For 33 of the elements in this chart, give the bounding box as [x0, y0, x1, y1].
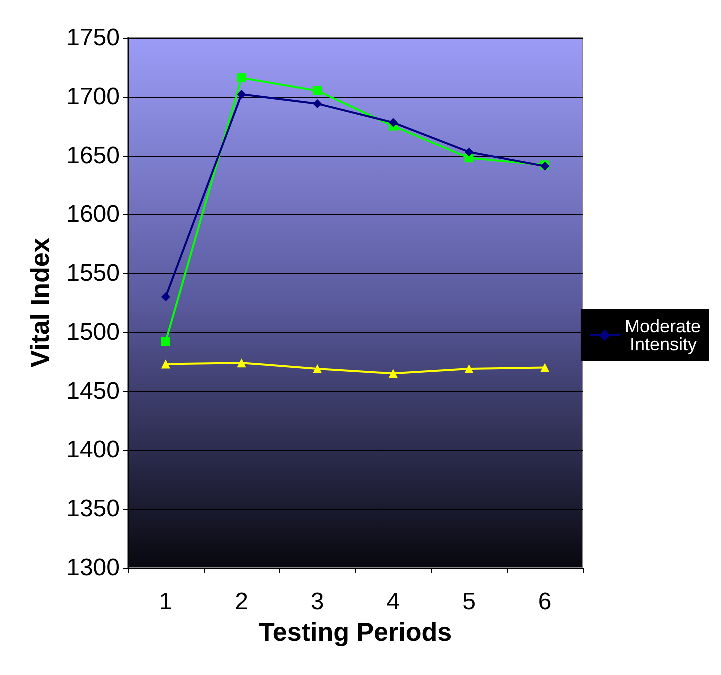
legend-label: Moderate Intensity [624, 316, 702, 354]
point [161, 292, 170, 302]
point [161, 360, 170, 369]
y-tick-label: 1350 [66, 496, 120, 523]
point [161, 337, 170, 346]
point [313, 99, 322, 108]
y-tick-label: 1700 [66, 83, 120, 110]
y-tick-label: 1650 [66, 142, 120, 170]
point [540, 363, 550, 372]
point [237, 90, 246, 100]
x-tick-label: 5 [462, 588, 476, 616]
point [313, 86, 322, 96]
y-axis-title: Vital Index [25, 238, 55, 368]
x-tick-label: 2 [235, 588, 248, 616]
x-tick-label: 1 [159, 588, 173, 616]
point [388, 369, 398, 378]
point [464, 364, 474, 374]
point [464, 148, 474, 157]
y-tick-label: 1400 [66, 436, 120, 464]
x-axis-title: Testing Periods [258, 616, 452, 647]
point [237, 358, 246, 368]
point [313, 364, 322, 374]
y-tick-label: 1750 [66, 24, 120, 52]
y-tick-label: 1450 [66, 378, 120, 405]
y-tick-label: 1500 [66, 318, 120, 346]
x-tick-label: 6 [538, 588, 552, 616]
point [237, 74, 246, 83]
point [388, 118, 398, 128]
y-tick-label: 1300 [66, 554, 120, 582]
y-tick-label: 1600 [66, 201, 120, 228]
x-tick-label: 4 [386, 588, 400, 616]
x-tick-label: 3 [310, 588, 324, 616]
y-tick-label: 1550 [66, 260, 120, 288]
